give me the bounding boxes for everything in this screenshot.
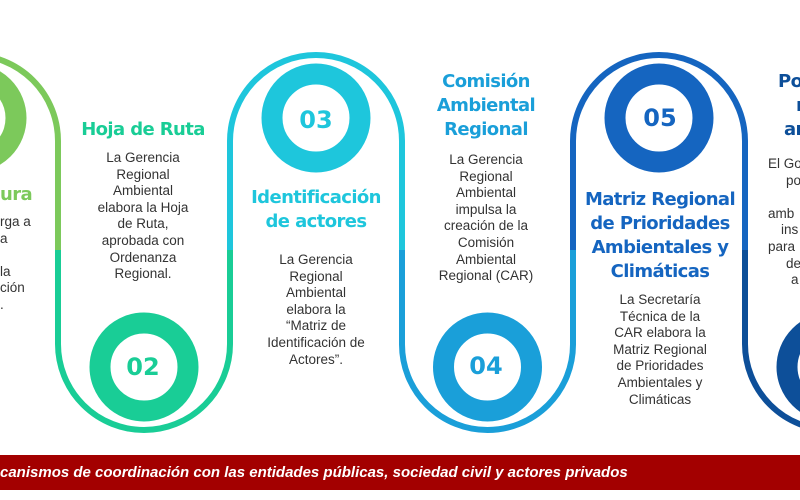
step-5-title: Matriz Regional de Prioridades Ambiental… <box>584 189 736 282</box>
path-segment-3 <box>227 52 405 250</box>
step-5-ring <box>604 63 714 173</box>
text-fragment: Po <box>778 71 800 92</box>
path-segment-1 <box>0 56 61 250</box>
path-segment-4 <box>399 250 576 433</box>
text-fragment: ins <box>781 222 799 238</box>
text-fragment: El Go <box>768 156 800 171</box>
step-4-ring <box>433 312 542 422</box>
step-1-title: ura <box>0 184 33 205</box>
text-fragment: ción <box>0 280 25 296</box>
text-fragment: r <box>796 94 800 118</box>
step-2-title: Hoja de Ruta <box>81 119 205 140</box>
text-fragment: a <box>0 230 8 246</box>
text-fragment: a <box>791 272 799 288</box>
step-4-number: 04 <box>469 352 503 380</box>
path-segment-2 <box>55 250 233 433</box>
step-3-ring <box>261 63 371 173</box>
step-4-title: Comisión Ambiental Regional <box>436 71 536 140</box>
path-segment-6 <box>742 250 800 428</box>
step-1-ring <box>0 71 27 165</box>
step-2-number: 02 <box>126 353 160 381</box>
text-fragment: po <box>786 172 800 188</box>
step-6-ring <box>776 322 800 412</box>
step-3-body: La Gerencia Regional Ambiental elabora l… <box>267 252 365 367</box>
banner-text: canismos de coordinación con las entidad… <box>0 464 628 481</box>
text-fragment: . <box>0 297 4 312</box>
text-fragment: la <box>0 263 11 279</box>
bottom-banner: canismos de coordinación con las entidad… <box>0 455 800 490</box>
text-fragment: amb <box>768 205 795 221</box>
step-3-title: Identificación de actores <box>251 187 381 232</box>
step-3-number: 03 <box>299 106 333 134</box>
text-fragment: rga a <box>0 214 31 229</box>
path-segment-5 <box>570 52 748 250</box>
step-5-number: 05 <box>643 104 677 132</box>
step-5-body: La Secretaría Técnica de la CAR elabora … <box>613 292 707 407</box>
text-fragment: ar <box>784 119 800 140</box>
step-2-ring <box>89 312 199 422</box>
text-fragment: para <box>768 239 796 254</box>
step-2-body: La Gerencia Regional Ambiental elabora l… <box>97 150 189 282</box>
text-fragment: de <box>786 255 800 271</box>
step-4-body: La Gerencia Regional Ambiental impulsa l… <box>438 152 534 284</box>
